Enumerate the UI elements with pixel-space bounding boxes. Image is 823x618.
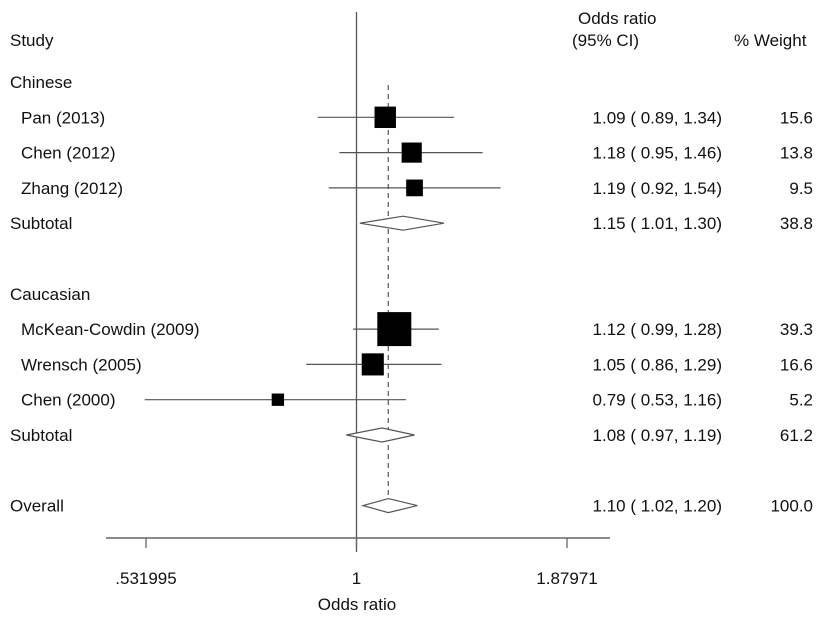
x-tick-label: 1.87971 [536,569,597,588]
header-weight: % Weight [734,31,807,50]
ci-text: 1.18 ( 0.95, 1.46) [593,144,722,163]
ci-text: 1.05 ( 0.86, 1.29) [593,355,722,374]
ci-text: 1.09 ( 0.89, 1.34) [593,108,722,127]
study-label: Pan (2013) [21,108,105,127]
x-tick-label: 1 [352,569,361,588]
x-tick-label: .531995 [115,569,176,588]
weight-text: 61.2 [780,426,813,445]
header-study: Study [10,31,54,50]
study-label: Zhang (2012) [21,179,123,198]
weight-text: 38.8 [780,214,813,233]
overall-diamond [360,497,418,514]
axes-layer [106,12,610,552]
header-ci: (95% CI) [572,31,639,50]
study-marker [374,106,396,129]
x-axis-label: Odds ratio [318,595,396,614]
group-label: Chinese [10,73,72,92]
weight-text: 16.6 [780,355,813,374]
study-marker [271,393,285,406]
ci-text: 1.10 ( 1.02, 1.20) [593,497,722,516]
subtotal-diamond [359,215,445,231]
weight-text: 13.8 [780,144,813,163]
weight-text: 100.0 [770,497,813,516]
weight-text: 39.3 [780,320,813,339]
study-marker [377,312,412,347]
group-label: Caucasian [10,285,90,304]
ci-text: 1.19 ( 0.92, 1.54) [593,179,722,198]
subtotal-diamond [346,427,415,443]
weight-text: 15.6 [780,108,813,127]
text-layer: Study Odds ratio (95% CI) % Weight Odds … [10,9,813,614]
ci-text: 1.12 ( 0.99, 1.28) [593,320,722,339]
study-label: Wrensch (2005) [21,355,142,374]
study-marker [406,179,423,197]
study-label: Chen (2000) [21,391,116,410]
study-marker [361,353,384,376]
subtotal-label: Subtotal [10,214,72,233]
header-odds-ratio: Odds ratio [578,9,656,28]
overall-label: Overall [10,497,64,516]
marks-layer [144,106,501,514]
weight-text: 5.2 [789,391,813,410]
ci-text: 1.15 ( 1.01, 1.30) [593,214,722,233]
weight-text: 9.5 [789,179,813,198]
ci-text: 1.08 ( 0.97, 1.19) [593,426,722,445]
study-marker [401,142,422,163]
study-label: McKean-Cowdin (2009) [21,320,200,339]
ci-text: 0.79 ( 0.53, 1.16) [593,391,722,410]
study-label: Chen (2012) [21,144,116,163]
subtotal-label: Subtotal [10,426,72,445]
